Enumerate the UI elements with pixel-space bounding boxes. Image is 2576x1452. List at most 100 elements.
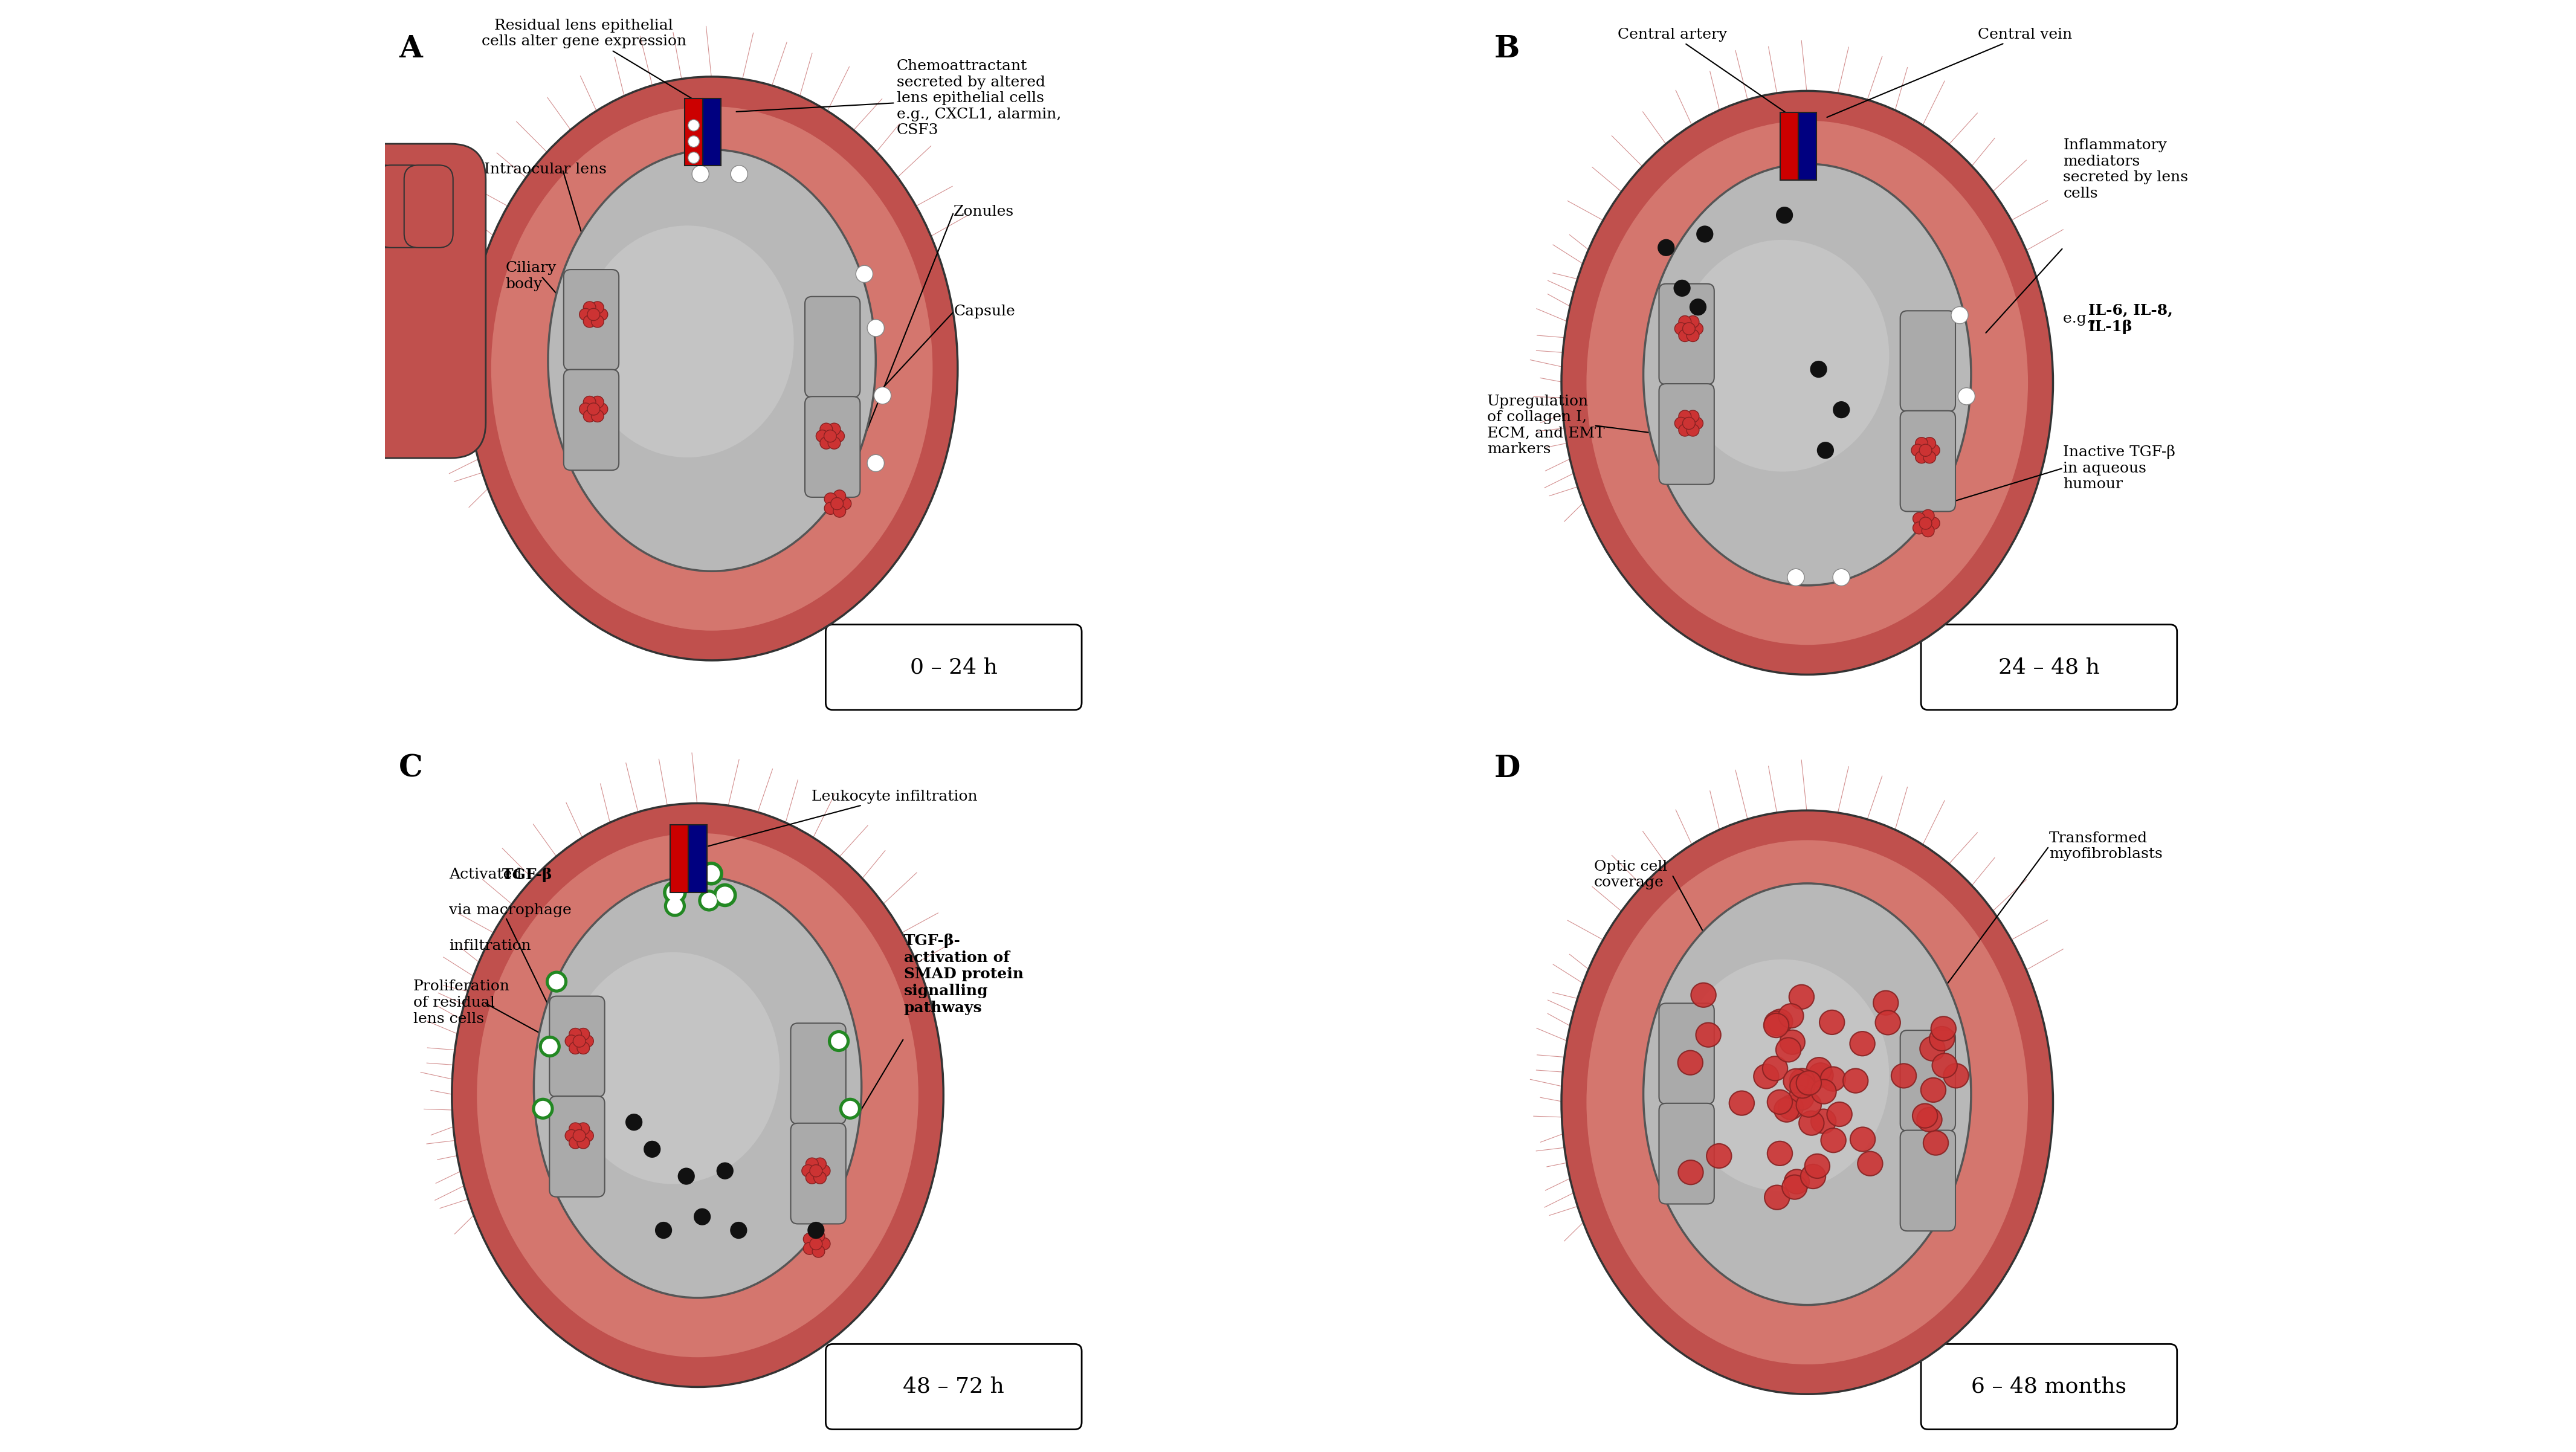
Ellipse shape <box>1842 1069 1868 1093</box>
Ellipse shape <box>1687 315 1700 328</box>
Ellipse shape <box>1911 1104 1937 1128</box>
Ellipse shape <box>832 505 845 517</box>
Ellipse shape <box>832 430 845 443</box>
Ellipse shape <box>1775 1098 1798 1122</box>
Ellipse shape <box>1754 1064 1777 1089</box>
Ellipse shape <box>564 1130 577 1141</box>
Ellipse shape <box>824 430 837 443</box>
Circle shape <box>1958 388 1976 405</box>
FancyBboxPatch shape <box>322 166 371 248</box>
Ellipse shape <box>549 150 876 571</box>
Ellipse shape <box>582 302 595 314</box>
FancyBboxPatch shape <box>1901 311 1955 411</box>
Circle shape <box>729 1221 747 1239</box>
Ellipse shape <box>477 833 920 1358</box>
Text: Proliferation
of residual
lens cells: Proliferation of residual lens cells <box>412 980 510 1025</box>
FancyBboxPatch shape <box>804 396 860 497</box>
Circle shape <box>667 899 683 913</box>
Circle shape <box>680 860 706 883</box>
Circle shape <box>536 1101 551 1117</box>
Ellipse shape <box>1873 990 1899 1015</box>
Ellipse shape <box>1765 1013 1788 1038</box>
Ellipse shape <box>1790 1074 1816 1098</box>
Circle shape <box>1695 225 1713 242</box>
Ellipse shape <box>811 1230 824 1243</box>
FancyBboxPatch shape <box>1659 283 1713 385</box>
Text: TGF-β: TGF-β <box>502 867 554 881</box>
FancyBboxPatch shape <box>564 369 618 470</box>
Text: Inactive TGF-β
in aqueous
humour: Inactive TGF-β in aqueous humour <box>2063 444 2177 491</box>
Ellipse shape <box>580 404 592 415</box>
Circle shape <box>868 454 884 472</box>
Ellipse shape <box>1643 164 1971 585</box>
Ellipse shape <box>1680 315 1692 328</box>
Text: Optic cell
coverage: Optic cell coverage <box>1595 860 1667 890</box>
FancyBboxPatch shape <box>1901 411 1955 511</box>
Ellipse shape <box>1917 437 1927 450</box>
Ellipse shape <box>1780 1029 1806 1054</box>
Text: infiltration: infiltration <box>448 939 531 953</box>
Circle shape <box>842 1101 858 1117</box>
Ellipse shape <box>1783 1069 1808 1093</box>
Circle shape <box>806 1221 824 1239</box>
Circle shape <box>1832 401 1850 418</box>
Ellipse shape <box>451 803 943 1387</box>
Ellipse shape <box>577 1028 590 1040</box>
Ellipse shape <box>492 106 933 630</box>
Text: Residual lens epithelial
cells alter gene expression: Residual lens epithelial cells alter gen… <box>482 19 698 103</box>
Ellipse shape <box>1777 1095 1803 1119</box>
Ellipse shape <box>1917 1108 1942 1131</box>
Ellipse shape <box>1788 1086 1814 1111</box>
Bar <box>685 99 703 166</box>
Ellipse shape <box>572 1130 585 1141</box>
Text: Activated: Activated <box>448 868 526 881</box>
Ellipse shape <box>577 1043 590 1054</box>
Ellipse shape <box>592 409 603 423</box>
Ellipse shape <box>1762 1056 1788 1080</box>
Circle shape <box>703 865 719 883</box>
Ellipse shape <box>1790 984 1814 1009</box>
Ellipse shape <box>1922 524 1935 537</box>
Ellipse shape <box>832 498 842 510</box>
Ellipse shape <box>840 498 850 510</box>
Circle shape <box>533 1098 554 1119</box>
Ellipse shape <box>1643 883 1971 1305</box>
Ellipse shape <box>1914 513 1924 524</box>
Ellipse shape <box>814 1172 827 1183</box>
Ellipse shape <box>572 1035 585 1047</box>
Circle shape <box>685 862 701 880</box>
Ellipse shape <box>1919 1037 1945 1061</box>
Ellipse shape <box>587 308 600 321</box>
Ellipse shape <box>1677 1160 1703 1185</box>
Ellipse shape <box>1695 1022 1721 1047</box>
Circle shape <box>827 1029 850 1053</box>
Bar <box>703 99 721 166</box>
Ellipse shape <box>1911 444 1924 456</box>
Ellipse shape <box>1687 424 1700 436</box>
Ellipse shape <box>814 1157 827 1170</box>
Circle shape <box>654 1221 672 1239</box>
Ellipse shape <box>1680 411 1692 423</box>
Text: 48 – 72 h: 48 – 72 h <box>904 1376 1005 1397</box>
Ellipse shape <box>1932 1053 1958 1077</box>
Ellipse shape <box>569 1137 582 1149</box>
Circle shape <box>693 166 708 183</box>
Circle shape <box>549 974 564 989</box>
Ellipse shape <box>1728 1090 1754 1115</box>
Ellipse shape <box>1687 330 1700 341</box>
Circle shape <box>677 1167 696 1185</box>
Ellipse shape <box>817 430 829 443</box>
Ellipse shape <box>582 1130 592 1141</box>
Ellipse shape <box>1919 517 1932 530</box>
Ellipse shape <box>1690 322 1703 335</box>
Circle shape <box>626 1114 641 1131</box>
Ellipse shape <box>595 308 608 321</box>
Ellipse shape <box>569 1028 582 1040</box>
FancyBboxPatch shape <box>549 996 605 1096</box>
Text: e.g.,: e.g., <box>2063 312 2102 325</box>
Ellipse shape <box>1922 1077 1945 1102</box>
Bar <box>688 825 706 893</box>
Ellipse shape <box>1783 1175 1808 1199</box>
FancyBboxPatch shape <box>827 1345 1082 1429</box>
Bar <box>1798 112 1816 180</box>
